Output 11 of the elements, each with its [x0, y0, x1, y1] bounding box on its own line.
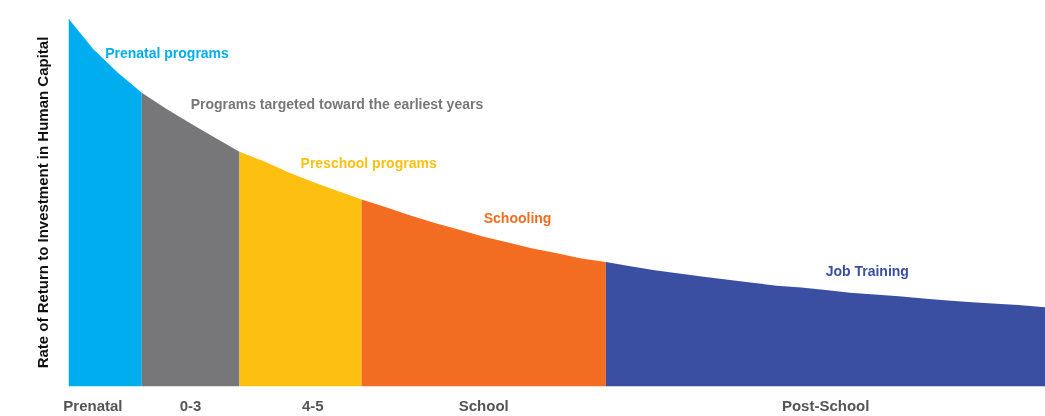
x-tick-label: School	[458, 396, 509, 414]
x-tick-label: 0-3	[179, 396, 202, 414]
series-label: Preschool programs	[300, 154, 437, 171]
y-axis-title: Rate of Return to Investment in Human Capital	[33, 36, 51, 369]
series-label: Prenatal programs	[105, 45, 230, 62]
x-tick-label: Post-School	[781, 396, 870, 414]
x-tick-label: Prenatal	[63, 396, 123, 414]
series-label: Schooling	[483, 209, 552, 226]
series-label: Job Training	[825, 263, 909, 280]
series-label: Programs targeted toward the earliest years	[190, 96, 484, 113]
x-tick-label: 4-5	[301, 396, 324, 414]
